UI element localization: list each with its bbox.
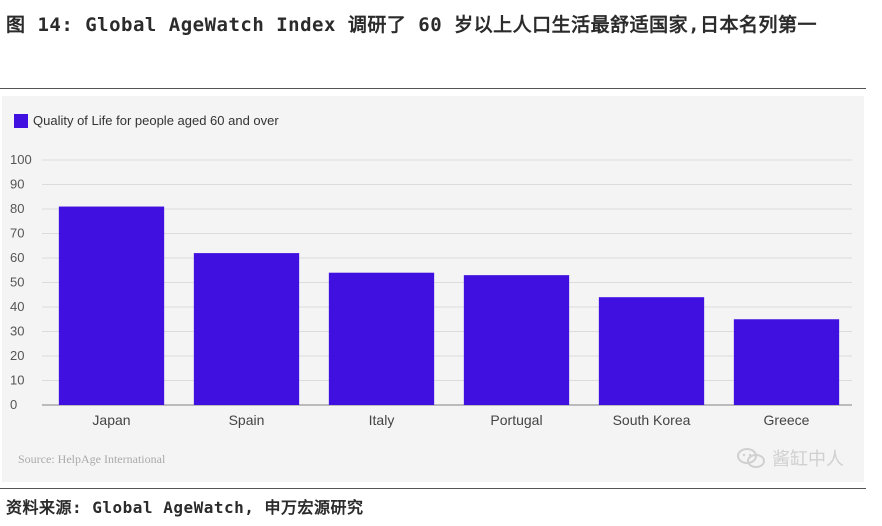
x-tick-label: Japan	[92, 412, 130, 428]
wechat-icon	[737, 448, 765, 468]
watermark: 酱缸中人	[736, 445, 844, 471]
x-tick-label: Spain	[229, 412, 265, 428]
bar-japan	[58, 206, 165, 405]
bar-chart: 0 10 20 30 40 50 60 70 80 90 100 Japan Spain Italy Por…	[10, 152, 852, 428]
bar-portugal	[463, 275, 570, 405]
x-tick-label: Greece	[764, 412, 810, 428]
x-tick-label: Italy	[369, 412, 395, 428]
x-tick-label: Portugal	[490, 412, 542, 428]
y-tick-label: 100	[10, 152, 32, 167]
y-tick-label: 20	[10, 348, 24, 363]
bar-south-korea	[598, 297, 705, 405]
x-tick-label: South Korea	[613, 412, 691, 428]
figure-title: 图 14: Global AgeWatch Index 调研了 60 岁以上人口…	[6, 14, 818, 36]
legend-label: Quality of Life for people aged 60 and o…	[33, 113, 279, 128]
source-note: Source: HelpAge International	[18, 452, 166, 466]
bar-italy	[328, 272, 435, 405]
chart-legend: Quality of Life for people aged 60 and o…	[14, 113, 279, 128]
top-divider	[0, 88, 866, 89]
y-tick-label: 0	[10, 397, 17, 412]
y-tick-label: 50	[10, 275, 24, 290]
y-tick-label: 40	[10, 299, 24, 314]
bar-spain	[193, 253, 300, 405]
y-tick-label: 10	[10, 373, 24, 388]
y-tick-label: 80	[10, 201, 24, 216]
footer-source: 资料来源: Global AgeWatch, 申万宏源研究	[6, 498, 364, 517]
y-tick-label: 90	[10, 177, 24, 192]
bar-greece	[733, 319, 840, 405]
bottom-divider	[0, 488, 866, 489]
y-tick-label: 30	[10, 324, 24, 339]
legend-swatch	[14, 113, 28, 128]
y-tick-label: 60	[10, 250, 24, 265]
watermark-text: 酱缸中人	[772, 449, 844, 470]
chart-panel: 0 10 20 30 40 50 60 70 80 90 100 Japan Spain Italy Por…	[2, 96, 864, 482]
y-tick-label: 70	[10, 226, 24, 241]
